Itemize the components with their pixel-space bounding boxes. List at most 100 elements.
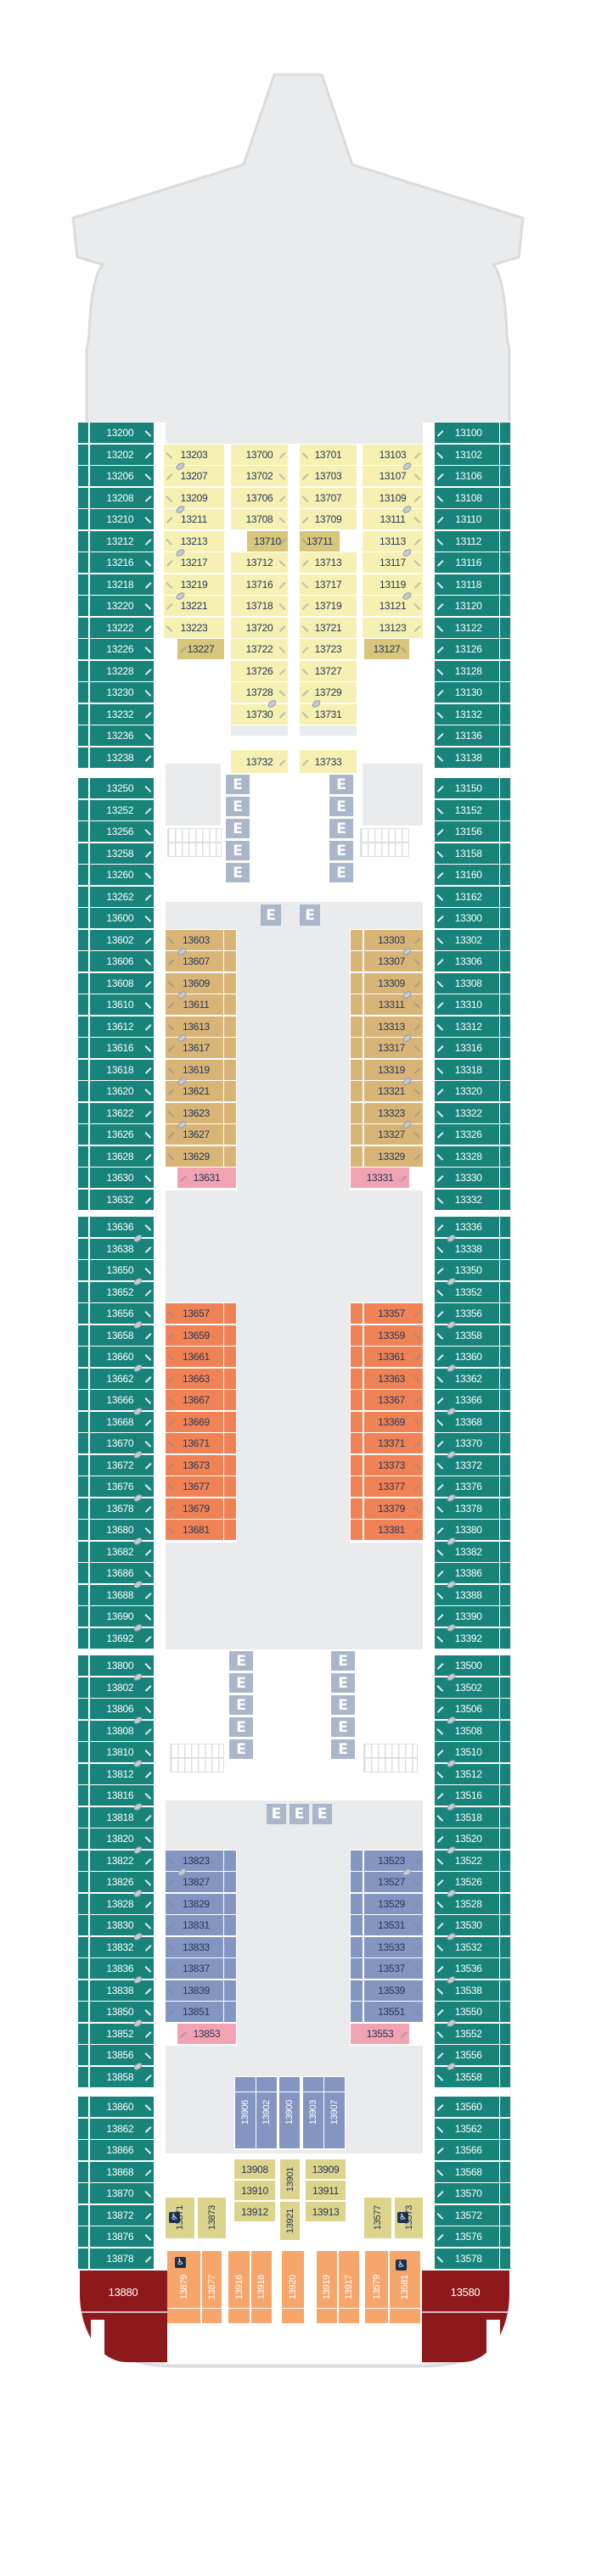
cabin-13523[interactable]: 13523 — [351, 1850, 423, 1871]
cabin-13230[interactable]: 13230 — [78, 682, 154, 703]
cabin-13539[interactable]: 13539 — [351, 1980, 423, 2001]
cabin-13902[interactable]: 13902 — [256, 2077, 277, 2148]
cabin-13160[interactable]: 13160 — [435, 865, 510, 885]
cabin-13510[interactable]: 13510 — [435, 1742, 510, 1762]
cabin-13671[interactable]: 13671 — [166, 1433, 236, 1453]
cabin-13700[interactable]: 13700 — [231, 444, 288, 465]
cabin-13636[interactable]: 13636 — [78, 1217, 154, 1237]
cabin-13920[interactable]: 13920 — [282, 2251, 304, 2323]
cabin-13710[interactable]: 13710 — [247, 530, 288, 552]
cabin-13576[interactable]: 13576 — [435, 2226, 510, 2247]
cabin-13508[interactable]: 13508 — [435, 1720, 510, 1741]
cabin-13709[interactable]: 13709 — [300, 509, 357, 529]
cabin-13659[interactable]: 13659 — [166, 1324, 236, 1346]
cabin-13806[interactable]: 13806 — [78, 1699, 154, 1719]
cabin-13830[interactable]: 13830 — [78, 1915, 154, 1935]
cabin-13116[interactable]: 13116 — [435, 552, 510, 573]
cabin-13130[interactable]: 13130 — [435, 682, 510, 703]
cabin-13808[interactable]: 13808 — [78, 1720, 154, 1741]
cabin-13652[interactable]: 13652 — [78, 1281, 154, 1302]
cabin-13832[interactable]: 13832 — [78, 1936, 154, 1957]
cabin-13377[interactable]: 13377 — [351, 1476, 423, 1497]
cabin-13560[interactable]: 13560 — [435, 2097, 510, 2117]
cabin-13609[interactable]: 13609 — [166, 972, 236, 994]
elevator[interactable]: E — [331, 1651, 355, 1671]
cabin-13669[interactable]: 13669 — [166, 1411, 236, 1432]
cabin-13906[interactable]: 13906 — [235, 2077, 256, 2148]
cabin-13707[interactable]: 13707 — [300, 487, 357, 508]
cabin-13721[interactable]: 13721 — [300, 617, 357, 638]
cabin-13682[interactable]: 13682 — [78, 1541, 154, 1562]
elevator[interactable]: E — [229, 1739, 253, 1759]
cabin-13632[interactable]: 13632 — [78, 1189, 154, 1210]
cabin-13729[interactable]: 13729 — [300, 682, 357, 703]
cabin-13827[interactable]: 13827 — [166, 1872, 236, 1892]
cabin-13156[interactable]: 13156 — [435, 821, 510, 842]
elevator[interactable]: E — [331, 1739, 355, 1759]
cabin-13102[interactable]: 13102 — [435, 444, 510, 465]
cabin-13227[interactable]: 13227 — [177, 639, 224, 659]
cabin-13606[interactable]: 13606 — [78, 951, 154, 972]
cabin-13327[interactable]: 13327 — [351, 1124, 423, 1145]
cabin-13723[interactable]: 13723 — [300, 639, 357, 659]
elevator[interactable]: E — [331, 1695, 355, 1715]
cabin-13816[interactable]: 13816 — [78, 1785, 154, 1806]
cabin-13106[interactable]: 13106 — [435, 466, 510, 486]
cabin-13629[interactable]: 13629 — [166, 1145, 236, 1167]
elevator[interactable]: E — [329, 797, 353, 816]
cabin-13818[interactable]: 13818 — [78, 1806, 154, 1828]
cabin-13690[interactable]: 13690 — [78, 1606, 154, 1627]
cabin-13390[interactable]: 13390 — [435, 1606, 510, 1627]
cabin-13506[interactable]: 13506 — [435, 1699, 510, 1719]
cabin-13712[interactable]: 13712 — [231, 552, 288, 573]
cabin-13120[interactable]: 13120 — [435, 596, 510, 616]
cabin-13663[interactable]: 13663 — [166, 1368, 236, 1389]
cabin-13218[interactable]: 13218 — [78, 574, 154, 595]
cabin-13607[interactable]: 13607 — [166, 951, 236, 972]
cabin-13317[interactable]: 13317 — [351, 1038, 423, 1058]
cabin-13616[interactable]: 13616 — [78, 1038, 154, 1058]
cabin-13373[interactable]: 13373 — [351, 1454, 423, 1476]
cabin-13382[interactable]: 13382 — [435, 1541, 510, 1562]
cabin-13136[interactable]: 13136 — [435, 725, 510, 746]
cabin-13713[interactable]: 13713 — [300, 552, 357, 573]
elevator[interactable]: E — [229, 1695, 253, 1715]
cabin-13880[interactable]: 13880 — [87, 2281, 160, 2303]
cabin-13850[interactable]: 13850 — [78, 2002, 154, 2022]
cabin-13356[interactable]: 13356 — [435, 1303, 510, 1324]
cabin-13152[interactable]: 13152 — [435, 799, 510, 820]
cabin-13692[interactable]: 13692 — [78, 1627, 154, 1649]
cabin-13108[interactable]: 13108 — [435, 487, 510, 508]
elevator[interactable]: E — [267, 1804, 286, 1824]
cabin-13150[interactable]: 13150 — [435, 778, 510, 798]
cabin-13110[interactable]: 13110 — [435, 509, 510, 529]
cabin-13566[interactable]: 13566 — [435, 2140, 510, 2160]
elevator[interactable]: E — [331, 1717, 355, 1737]
cabin-13207[interactable]: 13207 — [164, 466, 224, 486]
cabin-13600[interactable]: 13600 — [78, 908, 154, 928]
cabin-13311[interactable]: 13311 — [351, 994, 423, 1015]
cabin-13658[interactable]: 13658 — [78, 1324, 154, 1346]
cabin-13238[interactable]: 13238 — [78, 747, 154, 768]
cabin-13118[interactable]: 13118 — [435, 574, 510, 595]
cabin-13916[interactable]: 13916 — [228, 2251, 250, 2323]
cabin-13726[interactable]: 13726 — [231, 660, 288, 681]
cabin-13913[interactable]: 13913 — [306, 2202, 346, 2221]
cabin-13900[interactable]: 13900 — [279, 2077, 300, 2148]
cabin-13680[interactable]: 13680 — [78, 1520, 154, 1540]
cabin-13903[interactable]: 13903 — [303, 2077, 323, 2148]
cabin-13730[interactable]: 13730 — [231, 703, 288, 725]
cabin-13318[interactable]: 13318 — [435, 1059, 510, 1080]
cabin-13379[interactable]: 13379 — [351, 1498, 423, 1519]
cabin-13210[interactable]: 13210 — [78, 509, 154, 529]
cabin-13219[interactable]: 13219 — [164, 574, 224, 595]
cabin-13603[interactable]: 13603 — [166, 929, 236, 950]
cabin-13908[interactable]: 13908 — [234, 2159, 275, 2179]
stairs-icon[interactable] — [167, 828, 222, 857]
cabin-13122[interactable]: 13122 — [435, 617, 510, 638]
cabin-13528[interactable]: 13528 — [435, 1893, 510, 1914]
cabin-13300[interactable]: 13300 — [435, 908, 510, 928]
cabin-13702[interactable]: 13702 — [231, 466, 288, 486]
cabin-13109[interactable]: 13109 — [363, 487, 423, 508]
cabin-13361[interactable]: 13361 — [351, 1347, 423, 1367]
